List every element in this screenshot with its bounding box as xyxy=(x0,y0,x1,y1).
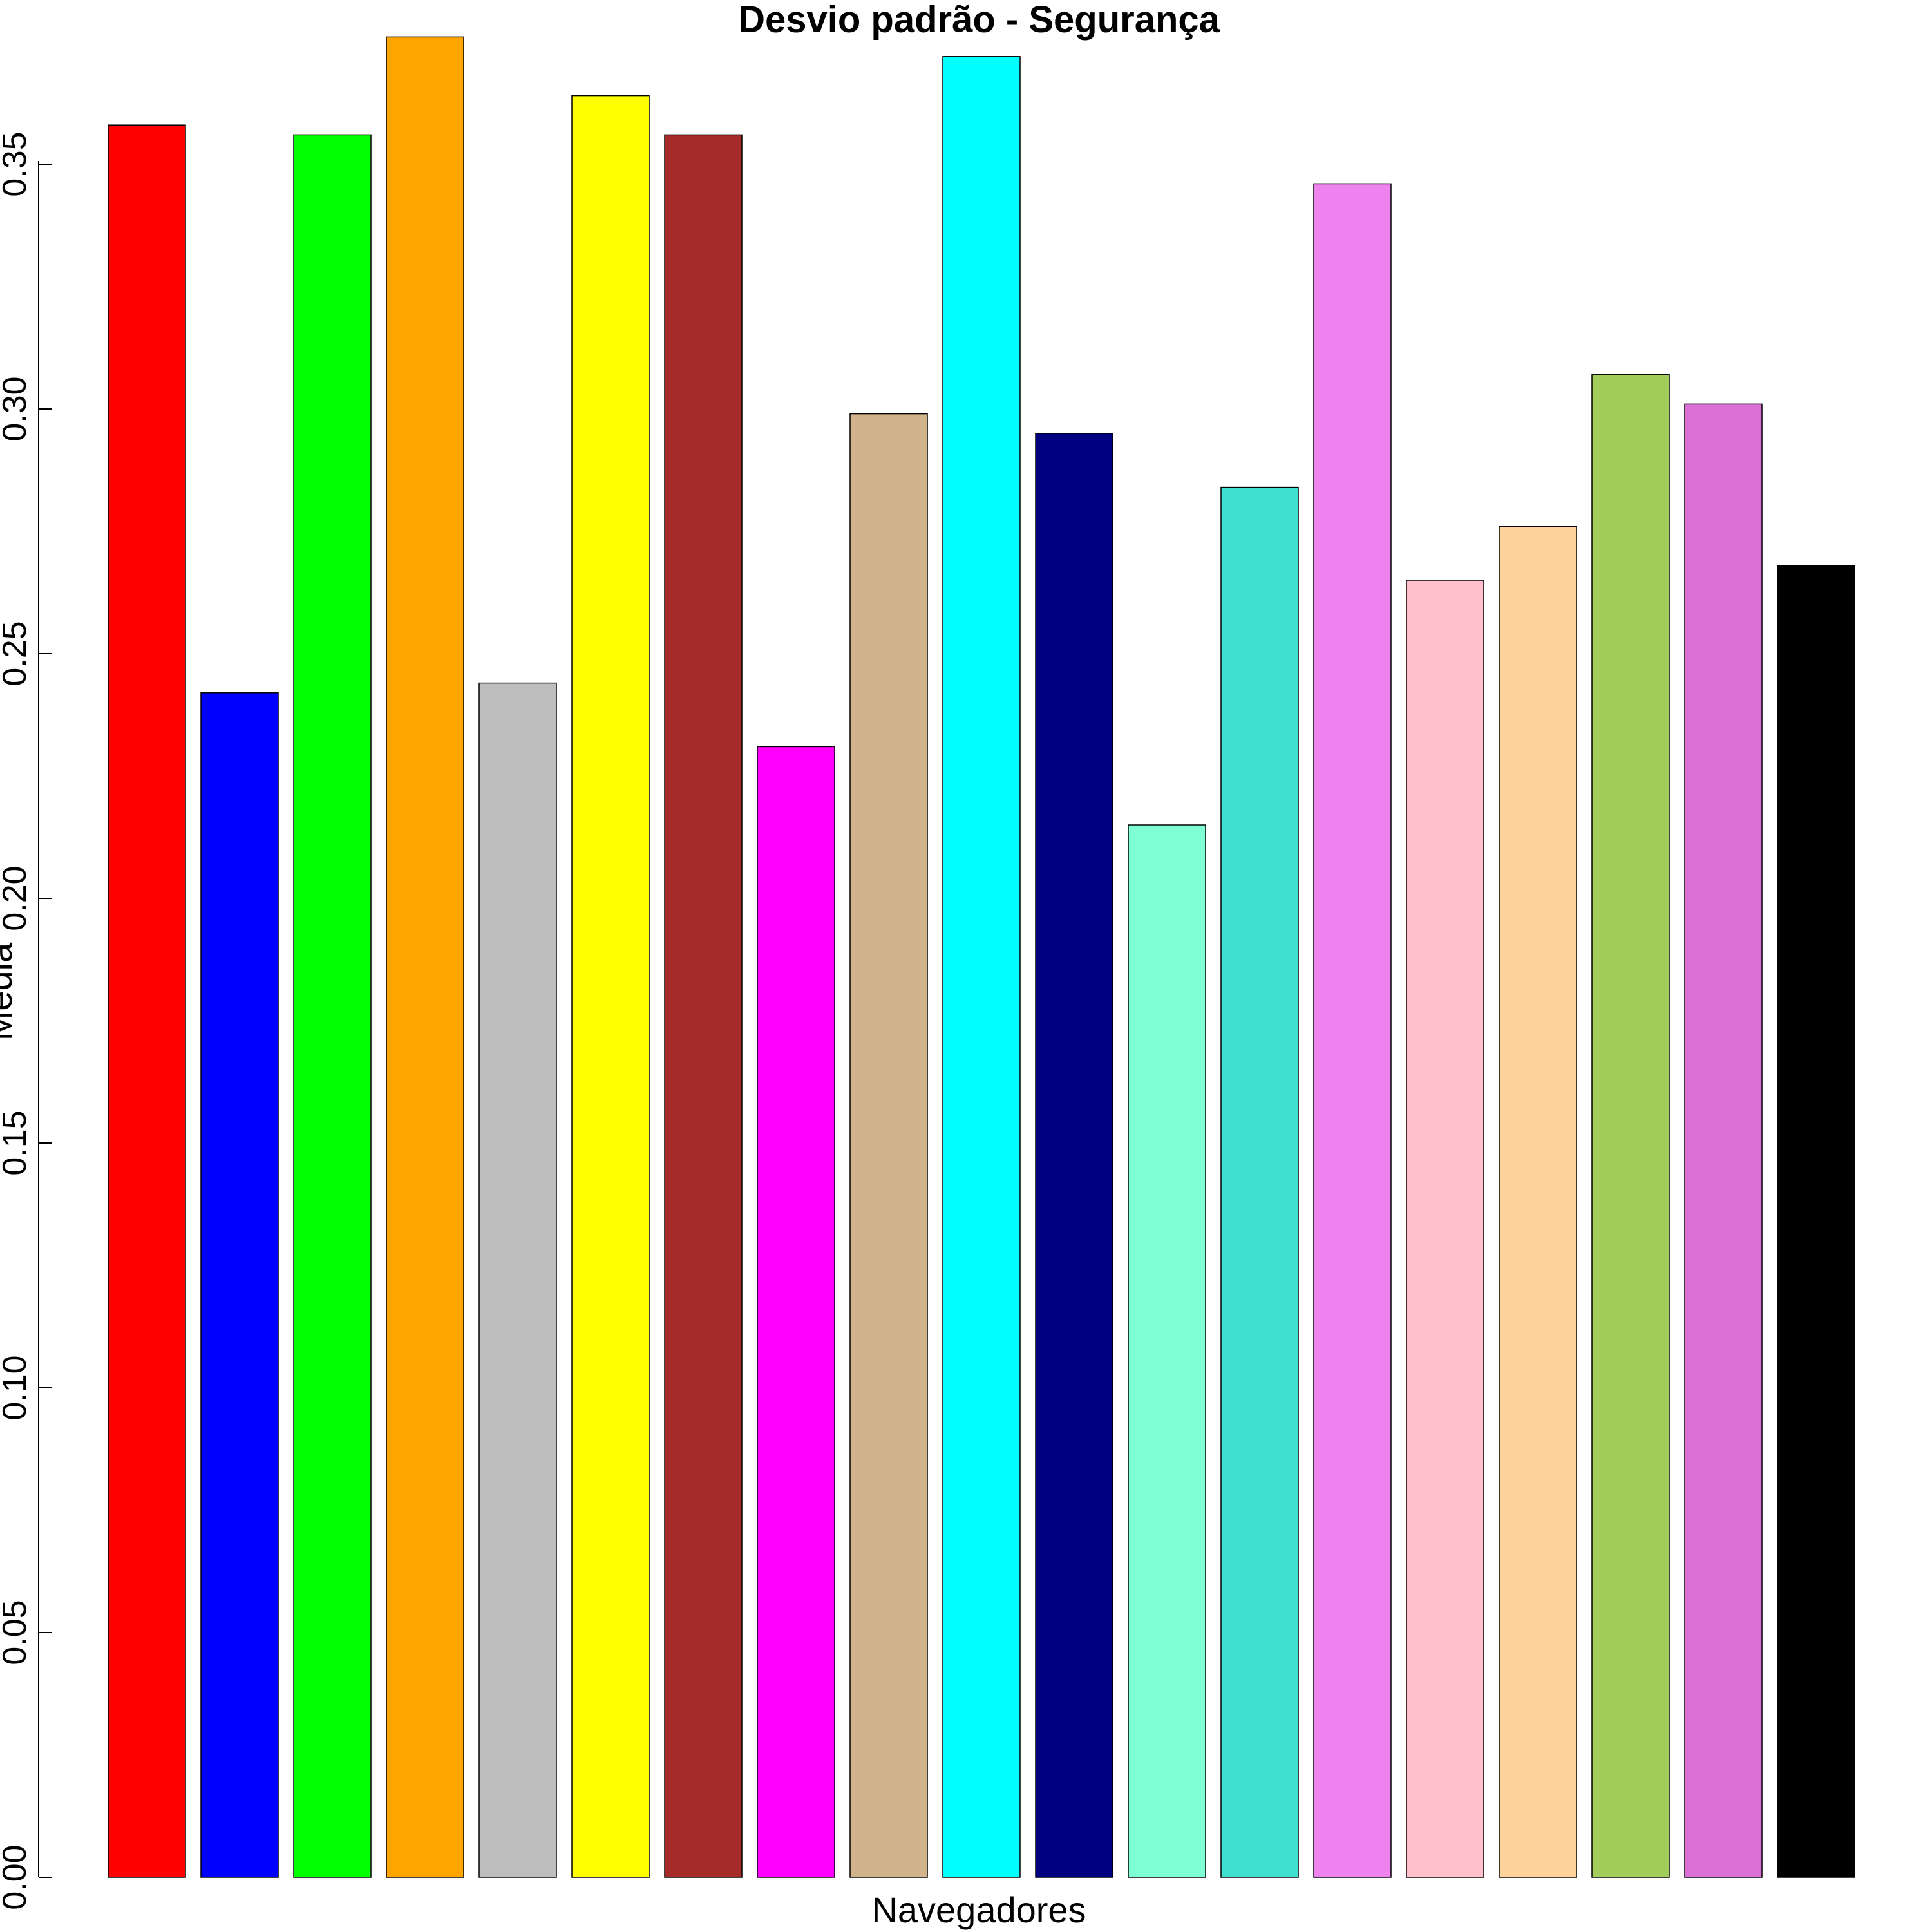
bar-12 xyxy=(1128,824,1206,1878)
bar-19 xyxy=(1777,565,1855,1878)
y-tick-label: 0.00 xyxy=(0,1844,33,1909)
bar-18 xyxy=(1684,403,1763,1878)
bar-6 xyxy=(571,95,650,1878)
bar-17 xyxy=(1591,374,1670,1878)
bar-10 xyxy=(942,56,1021,1878)
bar-4 xyxy=(386,36,464,1878)
y-axis-label: Media xyxy=(0,942,19,1041)
bar-3 xyxy=(293,134,372,1878)
bar-13 xyxy=(1220,486,1299,1878)
bar-5 xyxy=(478,682,557,1878)
chart-title: Desvio padrão - Segurança xyxy=(738,0,1220,41)
y-tick-label: 0.30 xyxy=(0,376,33,441)
y-tick-label: 0.35 xyxy=(0,131,33,196)
bar-16 xyxy=(1499,526,1577,1878)
bar-11 xyxy=(1035,433,1113,1878)
bar-2 xyxy=(200,692,279,1878)
bar-1 xyxy=(108,124,186,1878)
x-axis-label: Navegadores xyxy=(871,1889,1086,1930)
bars-group xyxy=(108,36,1855,1878)
bar-7 xyxy=(664,134,743,1878)
bar-9 xyxy=(849,413,928,1878)
y-tick-label: 0.10 xyxy=(0,1355,33,1420)
y-tick-label: 0.15 xyxy=(0,1110,33,1175)
y-axis-ticks: 0.00 0.05 0.10 0.15 0.20 0.25 0.30 0.35 xyxy=(0,131,52,1910)
bar-14 xyxy=(1313,183,1392,1878)
bar-8 xyxy=(757,746,835,1878)
bar-15 xyxy=(1406,580,1484,1878)
y-tick-label: 0.05 xyxy=(0,1600,33,1665)
y-tick-label: 0.20 xyxy=(0,866,33,931)
y-tick-label: 0.25 xyxy=(0,621,33,686)
